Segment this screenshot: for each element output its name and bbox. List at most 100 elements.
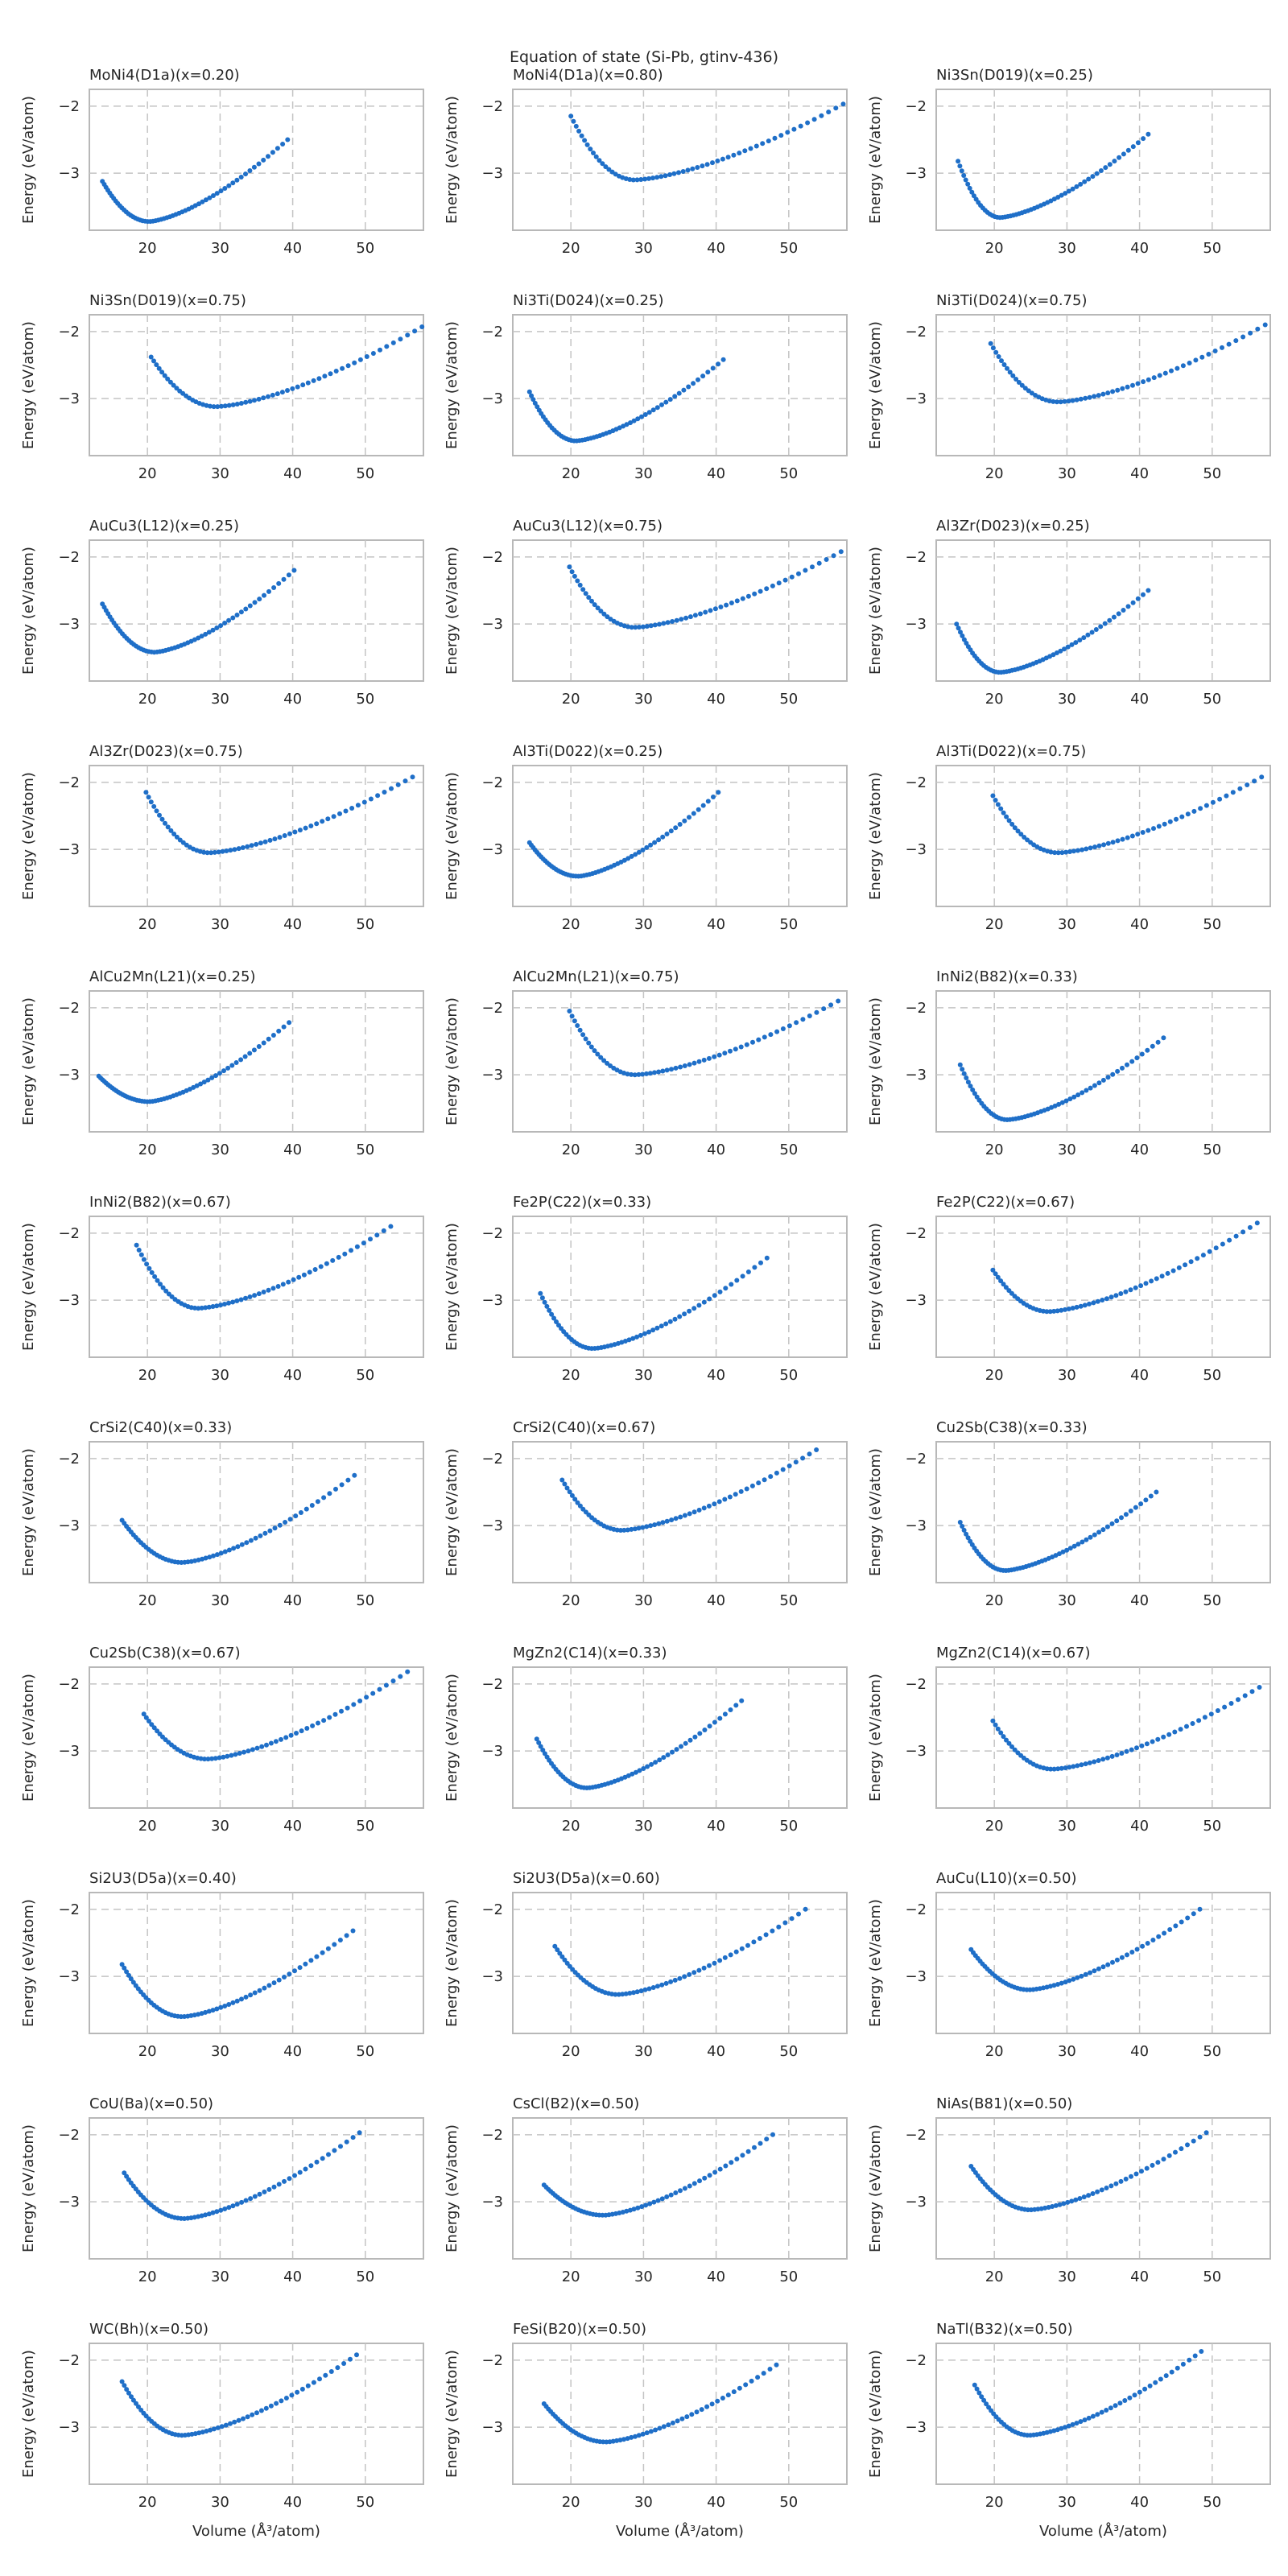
data-point — [1101, 842, 1107, 848]
data-point — [702, 1728, 708, 1732]
data-point — [1010, 373, 1016, 378]
data-point — [244, 1540, 250, 1546]
data-point — [1199, 354, 1205, 360]
data-point — [723, 2163, 729, 2169]
data-point — [214, 2209, 220, 2215]
data-point — [1078, 1303, 1084, 1309]
data-point — [970, 1087, 976, 1092]
data-point — [148, 799, 154, 805]
data-point — [567, 1009, 572, 1013]
x-tick-label: 30 — [634, 2494, 653, 2511]
data-point — [660, 1520, 666, 1525]
data-point — [130, 1979, 136, 1985]
data-point — [774, 1029, 780, 1034]
data-point — [357, 1699, 363, 1703]
subplot-title: MoNi4(D1a)(x=0.80) — [513, 67, 663, 84]
y-tick-label: −2 — [58, 1676, 80, 1693]
data-point — [382, 790, 387, 795]
data-point — [1140, 830, 1146, 835]
data-point — [361, 1241, 366, 1246]
data-point — [1190, 1721, 1195, 1726]
data-point — [1088, 1970, 1092, 1975]
data-point — [1074, 1304, 1080, 1310]
data-point — [665, 620, 671, 625]
data-point — [1162, 1930, 1167, 1936]
data-point — [141, 1711, 147, 1717]
data-point — [119, 2379, 125, 2384]
data-point — [969, 189, 975, 195]
subplot-title: NiAs(B81)(x=0.50) — [936, 2095, 1072, 2112]
data-point — [208, 403, 213, 409]
y-axis-label: Energy (eV/atom) — [867, 96, 884, 224]
data-point — [794, 1020, 799, 1026]
data-point — [739, 1698, 745, 1703]
data-point — [1085, 632, 1091, 638]
data-point — [625, 1773, 631, 1778]
data-point — [1070, 398, 1075, 403]
data-point — [1257, 1685, 1262, 1690]
data-point — [677, 822, 683, 827]
data-point — [659, 2196, 665, 2202]
data-point — [811, 117, 817, 122]
data-point — [410, 774, 415, 780]
data-point — [292, 1968, 297, 1974]
data-point — [1056, 1101, 1062, 1107]
data-point — [234, 177, 240, 183]
data-point — [1066, 2423, 1071, 2429]
subplot-title: MgZn2(C14)(x=0.33) — [513, 1645, 667, 1662]
data-point — [1001, 810, 1006, 815]
data-point — [1125, 1062, 1129, 1067]
data-point — [239, 2199, 245, 2205]
data-point — [1104, 1755, 1110, 1761]
data-point — [745, 1269, 751, 1274]
data-point — [233, 1752, 238, 1757]
data-point — [1105, 840, 1111, 846]
data-point — [1132, 2392, 1137, 2398]
data-point — [1224, 793, 1229, 799]
data-point — [222, 186, 228, 191]
data-point — [1022, 835, 1027, 840]
data-point — [1128, 1509, 1133, 1513]
data-point — [1197, 2134, 1203, 2140]
data-point — [196, 2012, 201, 2017]
data-point — [652, 840, 658, 845]
data-point — [805, 120, 811, 126]
data-point — [1051, 1983, 1057, 1988]
data-point — [620, 2210, 625, 2215]
data-point — [1093, 627, 1099, 632]
y-axis-label: Energy (eV/atom) — [867, 772, 884, 900]
data-point — [796, 1911, 801, 1917]
plot-area — [512, 765, 848, 907]
data-point — [695, 165, 700, 170]
x-tick-label: 50 — [1203, 1367, 1221, 1384]
y-axis-label: Energy (eV/atom) — [867, 1674, 884, 1802]
data-point — [642, 1987, 648, 1992]
data-point — [348, 2356, 353, 2362]
x-tick-label: 30 — [211, 465, 229, 482]
data-point — [996, 354, 1001, 359]
data-point — [620, 175, 625, 180]
data-point — [317, 2376, 322, 2382]
data-point — [1179, 1919, 1184, 1925]
data-point — [1172, 1729, 1178, 1735]
data-point — [1046, 2205, 1051, 2210]
data-point — [286, 572, 291, 578]
data-point — [984, 2401, 989, 2407]
data-point — [976, 2390, 982, 2396]
data-point — [196, 2430, 202, 2436]
x-tick-label: 20 — [985, 1141, 1004, 1158]
x-tick-label: 50 — [779, 1592, 798, 1609]
y-axis-label: Energy (eV/atom) — [20, 997, 37, 1125]
data-point — [322, 374, 328, 379]
x-tick-label: 20 — [138, 2043, 157, 2060]
data-point — [208, 850, 214, 856]
data-point — [636, 1071, 642, 1077]
data-point — [993, 349, 999, 355]
subplot-title: AuCu3(L12)(x=0.75) — [513, 518, 663, 535]
data-point — [1084, 1088, 1089, 1093]
data-point — [1191, 808, 1197, 814]
